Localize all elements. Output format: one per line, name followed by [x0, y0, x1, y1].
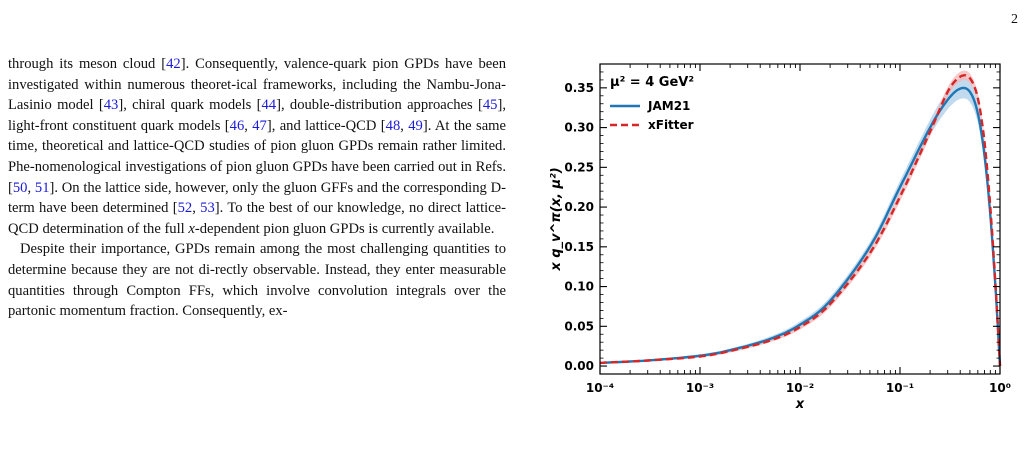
legend-label-jam21: JAM21 — [647, 99, 690, 113]
text-run: [ — [98, 97, 104, 114]
y-tick-label: 0.25 — [564, 160, 594, 174]
citation-link[interactable]: 44 — [261, 97, 277, 114]
citation-link[interactable]: 51 — [34, 179, 50, 196]
text-run: , — [244, 117, 253, 134]
text-run: ], and lattice-QCD [ — [266, 117, 386, 134]
y-tick-label: 0.15 — [564, 240, 594, 254]
text-run: ]. On the lattice side, however, only th… — [8, 179, 506, 217]
legend-label-xfitter: xFitter — [648, 118, 694, 132]
citation-link[interactable]: 49 — [408, 117, 423, 134]
citation-link[interactable]: 46 — [229, 117, 245, 134]
y-tick-label: 0.20 — [564, 200, 594, 214]
body-text-column: through its meson cloud [42]. Consequent… — [8, 54, 506, 322]
paragraph-2: Despite their importance, GPDs remain am… — [8, 241, 506, 320]
text-run: x — [188, 220, 195, 237]
text-run: ]. To the best of our knowledge, no dire… — [8, 200, 506, 237]
y-tick-label: 0.10 — [564, 280, 594, 294]
text-run: [ — [161, 56, 167, 72]
text-run: , — [27, 179, 35, 196]
y-tick-label: 0.05 — [564, 319, 594, 333]
annotation-scale: μ² = 4 GeV² — [610, 75, 694, 90]
citation-link[interactable]: 52 — [177, 200, 193, 217]
text-run: ], chiral quark models [ — [118, 97, 262, 114]
x-tick-label: 10⁻⁴ — [586, 381, 614, 395]
x-tick-label: 10⁻² — [786, 381, 814, 395]
citation-link[interactable]: 47 — [252, 117, 267, 134]
citation-link[interactable]: 43 — [103, 97, 119, 114]
citation-link[interactable]: 42 — [166, 56, 181, 72]
citation-link[interactable]: 50 — [12, 179, 28, 196]
text-run: ], light-front constituent quark models … — [8, 97, 506, 134]
text-run: ]. At the same time, theoretical and lat… — [8, 117, 506, 196]
citation-link[interactable]: 48 — [385, 117, 401, 134]
x-tick-label: 10⁻³ — [686, 381, 714, 395]
series-line-xfitter — [599, 74, 1002, 367]
text-run: ]. Consequently, valence-quark pion GPDs… — [8, 56, 507, 114]
figure-pion-valence-pdf: 10⁻⁴ 10⁻³ 10⁻² 10⁻¹ 10⁰ 0.00 0.05 0.10 0.15 0.20 0… — [544, 50, 1024, 456]
paragraph-1: through its meson cloud [42]. Consequent… — [8, 54, 506, 239]
x-tick-label: 10⁻¹ — [886, 381, 914, 395]
x-axis-label: x — [795, 397, 805, 412]
chart-svg: 10⁻⁴ 10⁻³ 10⁻² 10⁻¹ 10⁰ 0.00 0.05 0.10 0.15 0.20 0… — [549, 63, 1011, 412]
text-run: , — [400, 117, 409, 134]
text-run: , — [192, 200, 201, 217]
y-tick-label: 0.30 — [564, 121, 594, 135]
x-tick-label: 10⁰ — [989, 381, 1011, 395]
y-axis-label: x q_v^π(x, μ²) — [549, 167, 564, 271]
text-run: ], double-distribution approaches [ — [276, 97, 483, 114]
citation-link[interactable]: 53 — [200, 200, 215, 217]
y-tick-label: 0.00 — [564, 359, 594, 373]
series-line-jam21 — [599, 86, 1002, 367]
citation-link[interactable]: 45 — [482, 97, 498, 114]
page-number: 2 — [1011, 12, 1018, 27]
text-run: -dependent pion gluon GPDs is currently … — [194, 220, 495, 237]
y-tick-label: 0.35 — [564, 81, 594, 95]
text-run: through its meson cloud — [8, 56, 162, 72]
